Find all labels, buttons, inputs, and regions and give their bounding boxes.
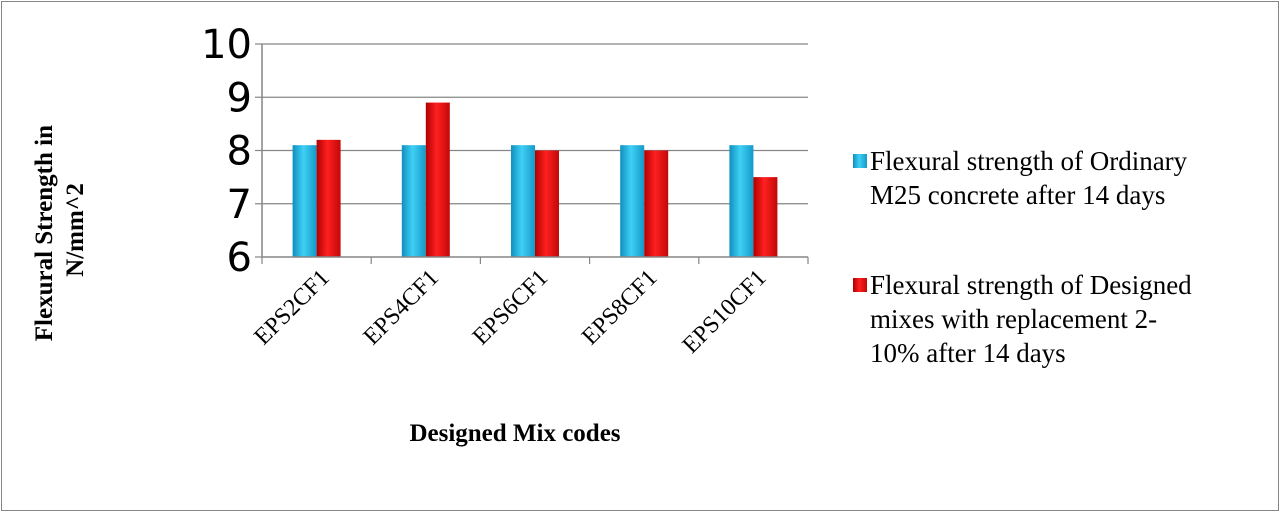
- y-axis-title-line-1: Flexural Strength in: [31, 125, 58, 341]
- legend-item-series-1: Flexural strength of Ordinary M25 concre…: [853, 146, 1194, 210]
- y-axis-title-line-2: N/mm^2: [62, 183, 89, 277]
- y-tick-label: 9: [227, 75, 252, 121]
- x-category-label: EPS2CF1: [249, 265, 334, 350]
- x-axis-categories: EPS2CF1 EPS4CF1 EPS6CF1 EPS8CF1 EPS10CF1: [249, 257, 809, 359]
- y-axis-ticks: 6 7 8 9 10: [201, 22, 263, 281]
- legend-swatch-series-1: [853, 154, 867, 168]
- bar-EPS2CF1-series-2: [316, 139, 341, 257]
- legend-label-series-1: Flexural strength of Ordinary M25 concre…: [870, 146, 1194, 210]
- bar-EPS10CF1-series-2: [753, 177, 778, 257]
- bar-EPS2CF1-series-1: [292, 145, 317, 257]
- x-category-label: EPS10CF1: [678, 265, 772, 359]
- y-tick-label: 8: [227, 129, 252, 175]
- bar-EPS4CF1-series-2: [425, 102, 450, 257]
- y-tick-label: 10: [201, 22, 252, 68]
- legend-label-series-1-line-2: M25 concrete after 14 days: [870, 180, 1165, 210]
- bar-EPS8CF1-series-2: [644, 150, 669, 257]
- legend-item-series-2: Flexural strength of Designed mixes with…: [853, 270, 1198, 368]
- x-category-label: EPS8CF1: [577, 265, 662, 350]
- x-axis-title: Designed Mix codes: [409, 420, 620, 447]
- y-tick-label: 7: [227, 182, 252, 228]
- legend-swatch-series-2: [853, 278, 867, 292]
- legend-label-series-2-line-3: 10% after 14 days: [870, 338, 1066, 368]
- bar-EPS6CF1-series-1: [511, 145, 535, 257]
- bar-EPS4CF1-series-1: [401, 145, 426, 257]
- legend-label-series-2-line-1: Flexural strength of Designed: [870, 270, 1192, 300]
- bar-EPS6CF1-series-2: [535, 150, 559, 257]
- bars: [292, 102, 778, 257]
- x-category-label: EPS6CF1: [468, 265, 553, 350]
- bar-EPS10CF1-series-1: [729, 145, 754, 257]
- legend: Flexural strength of Ordinary M25 concre…: [853, 146, 1198, 368]
- bar-EPS8CF1-series-1: [620, 145, 645, 257]
- y-tick-label: 6: [227, 235, 252, 281]
- x-category-label: EPS4CF1: [359, 265, 444, 350]
- legend-label-series-2-line-2: mixes with replacement 2-: [870, 304, 1157, 334]
- legend-label-series-2: Flexural strength of Designed mixes with…: [870, 270, 1198, 368]
- legend-label-series-1-line-1: Flexural strength of Ordinary: [870, 146, 1188, 176]
- y-axis-title: Flexural Strength in N/mm^2: [31, 119, 89, 341]
